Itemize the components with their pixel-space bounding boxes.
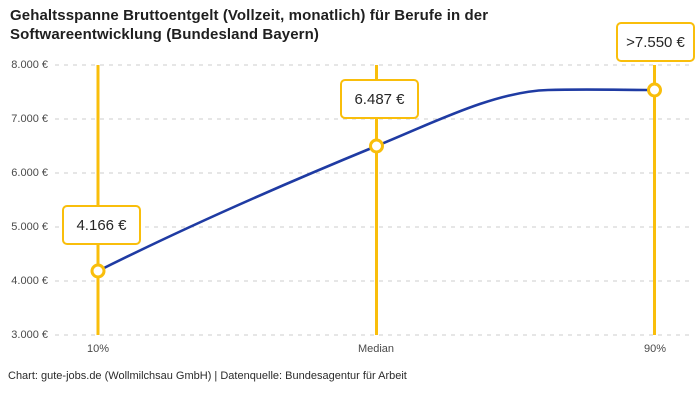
xtick-90pct: 90%: [643, 343, 667, 355]
data-points: [90, 82, 662, 279]
ytick-4000: 4.000 €: [11, 275, 48, 287]
chart-title-line1: Gehaltsspanne Bruttoentgelt (Vollzeit, m…: [10, 7, 489, 24]
data-point-median: [369, 138, 384, 154]
value-label-90pct-text: >7.550 €: [626, 33, 685, 51]
value-label-median-text: 6.487 €: [354, 90, 405, 108]
value-label-10pct-text: 4.166 €: [76, 216, 127, 234]
value-label-median: 6.487 €: [340, 79, 419, 119]
value-label-90pct: >7.550 €: [616, 22, 695, 62]
chart-title: Gehaltsspanne Bruttoentgelt (Vollzeit, m…: [10, 6, 488, 44]
chart-source-credit: Chart: gute-jobs.de (Wollmilchsau GmbH) …: [8, 370, 407, 382]
ytick-3000: 3.000 €: [11, 329, 48, 341]
data-point-10pct: [90, 263, 106, 279]
ytick-7000: 7.000 €: [11, 113, 48, 125]
ytick-5000: 5.000 €: [11, 221, 48, 233]
chart-title-line2: Softwareentwicklung (Bundesland Bayern): [10, 26, 319, 43]
gridlines: [55, 64, 692, 336]
ytick-8000: 8.000 €: [11, 59, 48, 71]
salary-curve: [96, 88, 656, 273]
xtick-10pct: 10%: [86, 343, 110, 355]
data-point-90pct: [647, 82, 662, 98]
xtick-median: Median: [357, 343, 395, 355]
ytick-6000: 6.000 €: [11, 167, 48, 179]
value-label-10pct: 4.166 €: [62, 205, 141, 245]
